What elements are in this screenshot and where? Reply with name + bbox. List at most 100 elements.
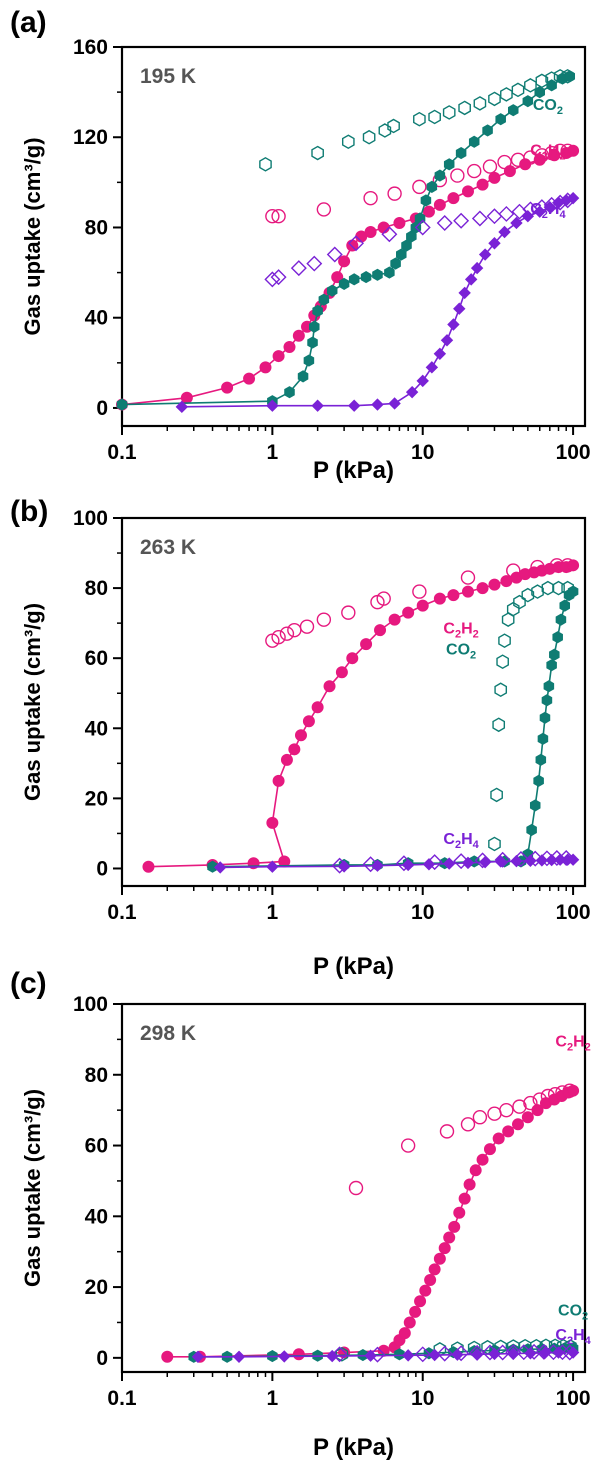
desorption-point-CO2 (413, 111, 426, 127)
adsorption-point-C2H2 (424, 1274, 437, 1286)
desorption-point-CO2 (362, 129, 376, 145)
adsorption-point-C2H2 (338, 255, 351, 268)
desorption-point-CO2 (521, 587, 535, 603)
desorption-point-CO2 (488, 91, 501, 107)
adsorption-line-CO2-b (212, 590, 574, 868)
adsorption-point-CO2 (434, 169, 446, 182)
x-tick-label: 10 (411, 901, 434, 924)
temperature-label-a: 195 K (140, 65, 196, 88)
adsorption-point-C2H4 (214, 861, 227, 874)
series-label-C2H2-b: C2H2 (443, 621, 478, 641)
adsorption-point-CO2 (552, 631, 563, 644)
adsorption-point-C2H2 (335, 666, 348, 679)
y-tick-label: 40 (85, 1205, 108, 1228)
desorption-point-C2H2 (499, 1102, 514, 1118)
plot-frame-c (120, 1002, 587, 1374)
adsorption-point-CO2 (116, 398, 128, 411)
adsorption-point-C2H4 (494, 855, 507, 868)
desorption-point-C2H4 (436, 1345, 453, 1362)
adsorption-point-C2H2 (483, 1143, 496, 1156)
adsorption-point-C2H2 (453, 1206, 466, 1219)
desorption-point-C2H2 (279, 626, 295, 641)
adsorption-point-C2H4 (566, 853, 580, 866)
adsorption-point-C2H2 (433, 198, 446, 211)
desorption-point-C2H2 (450, 168, 465, 183)
adsorption-point-CO2 (420, 194, 432, 207)
series-label-CO2-b: CO2 (446, 642, 476, 662)
desorption-point-CO2 (458, 100, 471, 116)
subscript: 2 (582, 1310, 588, 1322)
desorption-point-C2H2 (467, 163, 482, 179)
adsorption-point-CO2 (384, 266, 395, 279)
subscript: 2 (473, 629, 479, 641)
desorption-point-C2H2 (460, 570, 476, 585)
adsorption-point-C2H4 (470, 1348, 484, 1361)
adsorption-point-CO2 (533, 774, 544, 787)
desorption-point-C2H2 (265, 208, 280, 224)
adsorption-point-C2H4 (325, 1349, 339, 1363)
adsorption-point-CO2 (307, 336, 318, 349)
desorption-point-C2H2 (316, 202, 332, 217)
desorption-point-CO2 (311, 145, 324, 161)
x-tick-label: 100 (556, 901, 591, 924)
subscript: 2 (585, 1041, 591, 1053)
adsorption-point-CO2 (297, 370, 309, 383)
adsorption-point-C2H2 (403, 1316, 416, 1329)
adsorption-point-C2H2 (428, 1263, 441, 1276)
x-tick-label: 1 (267, 441, 279, 464)
adsorption-point-C2H2 (272, 774, 285, 787)
adsorption-point-CO2 (567, 585, 579, 598)
series-label-C2H4-b: C2H4 (443, 831, 479, 851)
desorption-point-C2H2 (460, 1117, 476, 1132)
adsorption-point-CO2 (303, 354, 315, 367)
desorption-point-CO2 (428, 109, 441, 125)
adsorption-point-C2H2 (272, 350, 285, 363)
adsorption-point-C2H4 (488, 1347, 501, 1361)
y-axis-label-c: Gas uptake (cm³/g) (20, 1089, 45, 1287)
adsorption-point-CO2 (318, 293, 330, 306)
adsorption-point-C2H2 (548, 149, 561, 162)
adsorption-point-C2H4 (498, 225, 511, 239)
desorption-point-C2H2 (482, 159, 498, 174)
series-label-C2H2-a: C2H2 (530, 142, 565, 162)
adsorption-line-CO2-a (121, 75, 570, 406)
adsorption-point-C2H4 (538, 1346, 552, 1360)
adsorption-point-CO2 (537, 732, 549, 745)
adsorption-point-CO2 (312, 304, 323, 318)
subscript: 2 (542, 209, 548, 221)
series-label-C2H4-a: C2H4 (530, 201, 566, 221)
y-tick-label: 120 (73, 126, 108, 149)
adsorption-point-C2H2 (302, 715, 315, 728)
adsorption-point-C2H2 (492, 1132, 505, 1145)
subscript: 2 (470, 650, 476, 662)
desorption-point-C2H2 (271, 208, 286, 224)
adsorption-point-CO2 (529, 799, 541, 812)
adsorption-point-C2H2 (323, 680, 336, 693)
y-tick-label: 0 (96, 1347, 108, 1370)
y-axis-label-a: Gas uptake (cm³/g) (20, 137, 45, 335)
x-tick-label: 1 (267, 1387, 279, 1410)
desorption-point-CO2 (552, 580, 565, 596)
adsorption-point-C2H2 (433, 1252, 446, 1265)
adsorption-point-C2H4 (442, 857, 456, 870)
desorption-point-CO2 (492, 717, 506, 733)
desorption-point-CO2 (511, 82, 525, 98)
adsorption-point-CO2 (468, 135, 480, 148)
y-tick-label: 40 (85, 717, 108, 740)
adsorption-point-C2H2 (511, 1118, 524, 1131)
adsorption-point-C2H4 (191, 1350, 205, 1363)
adsorption-point-CO2 (360, 271, 372, 284)
adsorption-point-C2H2 (398, 1327, 411, 1340)
adsorption-point-C2H4 (388, 397, 401, 410)
y-tick-label: 60 (85, 1135, 108, 1158)
desorption-point-C2H4 (290, 260, 307, 277)
adsorption-point-CO2 (541, 694, 553, 707)
adsorption-point-C2H2 (488, 171, 501, 184)
desorption-point-C2H2 (363, 190, 378, 206)
adsorption-point-C2H2 (567, 559, 580, 572)
desorption-point-C2H2 (523, 1095, 538, 1111)
adsorption-point-C2H2 (311, 701, 324, 714)
desorption-point-CO2 (513, 594, 526, 610)
x-tick-label: 0.1 (107, 901, 137, 924)
adsorption-point-C2H4 (371, 398, 384, 411)
